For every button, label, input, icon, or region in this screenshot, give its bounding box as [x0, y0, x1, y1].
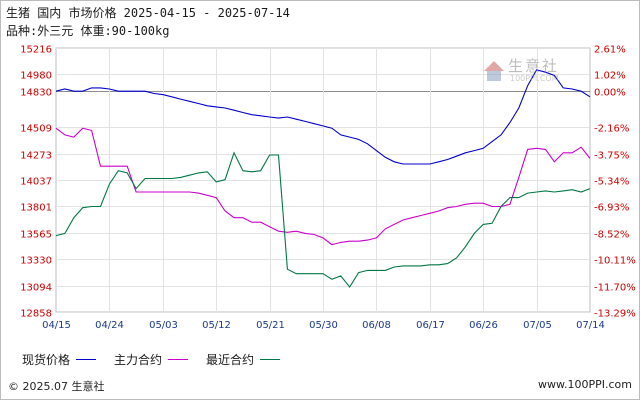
- x-tick-label: 05/12: [202, 320, 231, 331]
- x-tick-label: 04/24: [95, 320, 124, 331]
- legend-swatch-spot: [76, 358, 97, 360]
- x-tick-label: 05/30: [309, 320, 338, 331]
- y-tick-label-right: -3.75%: [594, 151, 629, 162]
- series-line-near: [55, 151, 591, 289]
- chart-header: 生猪 国内 市场价格 2025-04-15 - 2025-07-14 品种:外三…: [6, 4, 290, 40]
- x-tick-label: 04/15: [42, 320, 71, 331]
- x-tick-label: 06/08: [362, 320, 391, 331]
- y-tick-label-left: 14273: [20, 151, 52, 162]
- y-tick-label-left: 14037: [20, 177, 52, 188]
- x-tick-label: 06/17: [416, 320, 445, 331]
- y-tick-label-right: 1.02%: [594, 71, 626, 82]
- legend-label-spot: 现货价格: [22, 352, 71, 367]
- x-tick-label: 05/03: [149, 320, 178, 331]
- y-tick-label-left: 13330: [20, 256, 52, 267]
- y-tick-label-left: 15216: [20, 45, 52, 56]
- x-tick-label: 06/26: [469, 320, 498, 331]
- y-tick-label-right: -11.70%: [594, 283, 636, 294]
- chart-legend: 现货价格 主力合约 最近合约: [22, 351, 298, 367]
- y-tick-label-right: -5.34%: [594, 177, 629, 188]
- y-tick-label-right: 0.00%: [594, 88, 626, 99]
- y-tick-label-right: -2.16%: [594, 124, 629, 135]
- y-tick-label-left: 13565: [20, 230, 52, 241]
- legend-label-main: 主力合约: [114, 352, 163, 367]
- legend-swatch-near: [260, 358, 281, 360]
- house-logo-icon: [484, 61, 504, 81]
- x-tick-label: 07/14: [576, 320, 605, 331]
- legend-item-near: 最近合约: [206, 351, 281, 368]
- legend-item-main: 主力合约: [114, 351, 189, 368]
- legend-label-near: 最近合约: [206, 352, 255, 367]
- y-tick-label-left: 14980: [20, 71, 52, 82]
- chart-footer: © 2025.07 生意社 www.100PPI.com: [0, 378, 640, 396]
- watermark-logo: 生意社 100PPI.COM: [482, 55, 576, 89]
- watermark-url: 100PPI.COM: [510, 74, 559, 83]
- y-tick-label-right: -13.29%: [594, 309, 636, 320]
- series-line-spot: [55, 69, 591, 165]
- legend-item-spot: 现货价格: [22, 351, 97, 368]
- y-tick-label-right: -10.11%: [594, 256, 636, 267]
- y-tick-label-left: 13801: [20, 203, 52, 214]
- y-tick-label-right: -8.52%: [594, 230, 629, 241]
- footer-copyright: © 2025.07 生意社: [8, 380, 105, 393]
- footer-site-link[interactable]: www.100PPI.com: [538, 378, 632, 391]
- chart-title: 生猪 国内 市场价格 2025-04-15 - 2025-07-14: [6, 6, 290, 20]
- x-tick-label: 07/05: [523, 320, 552, 331]
- y-tick-label-right: 2.61%: [594, 45, 626, 56]
- chart-subtitle: 品种:外三元 体重:90-100kg: [6, 24, 170, 38]
- y-tick-label-left: 13094: [20, 283, 52, 294]
- y-tick-label-right: -6.93%: [594, 203, 629, 214]
- x-tick-label: 05/21: [256, 320, 285, 331]
- legend-swatch-main: [168, 358, 189, 360]
- y-tick-label-left: 14830: [20, 88, 52, 99]
- watermark-brand: 生意社: [508, 57, 560, 75]
- y-tick-label-left: 12858: [20, 309, 52, 320]
- y-tick-label-left: 14509: [20, 124, 52, 135]
